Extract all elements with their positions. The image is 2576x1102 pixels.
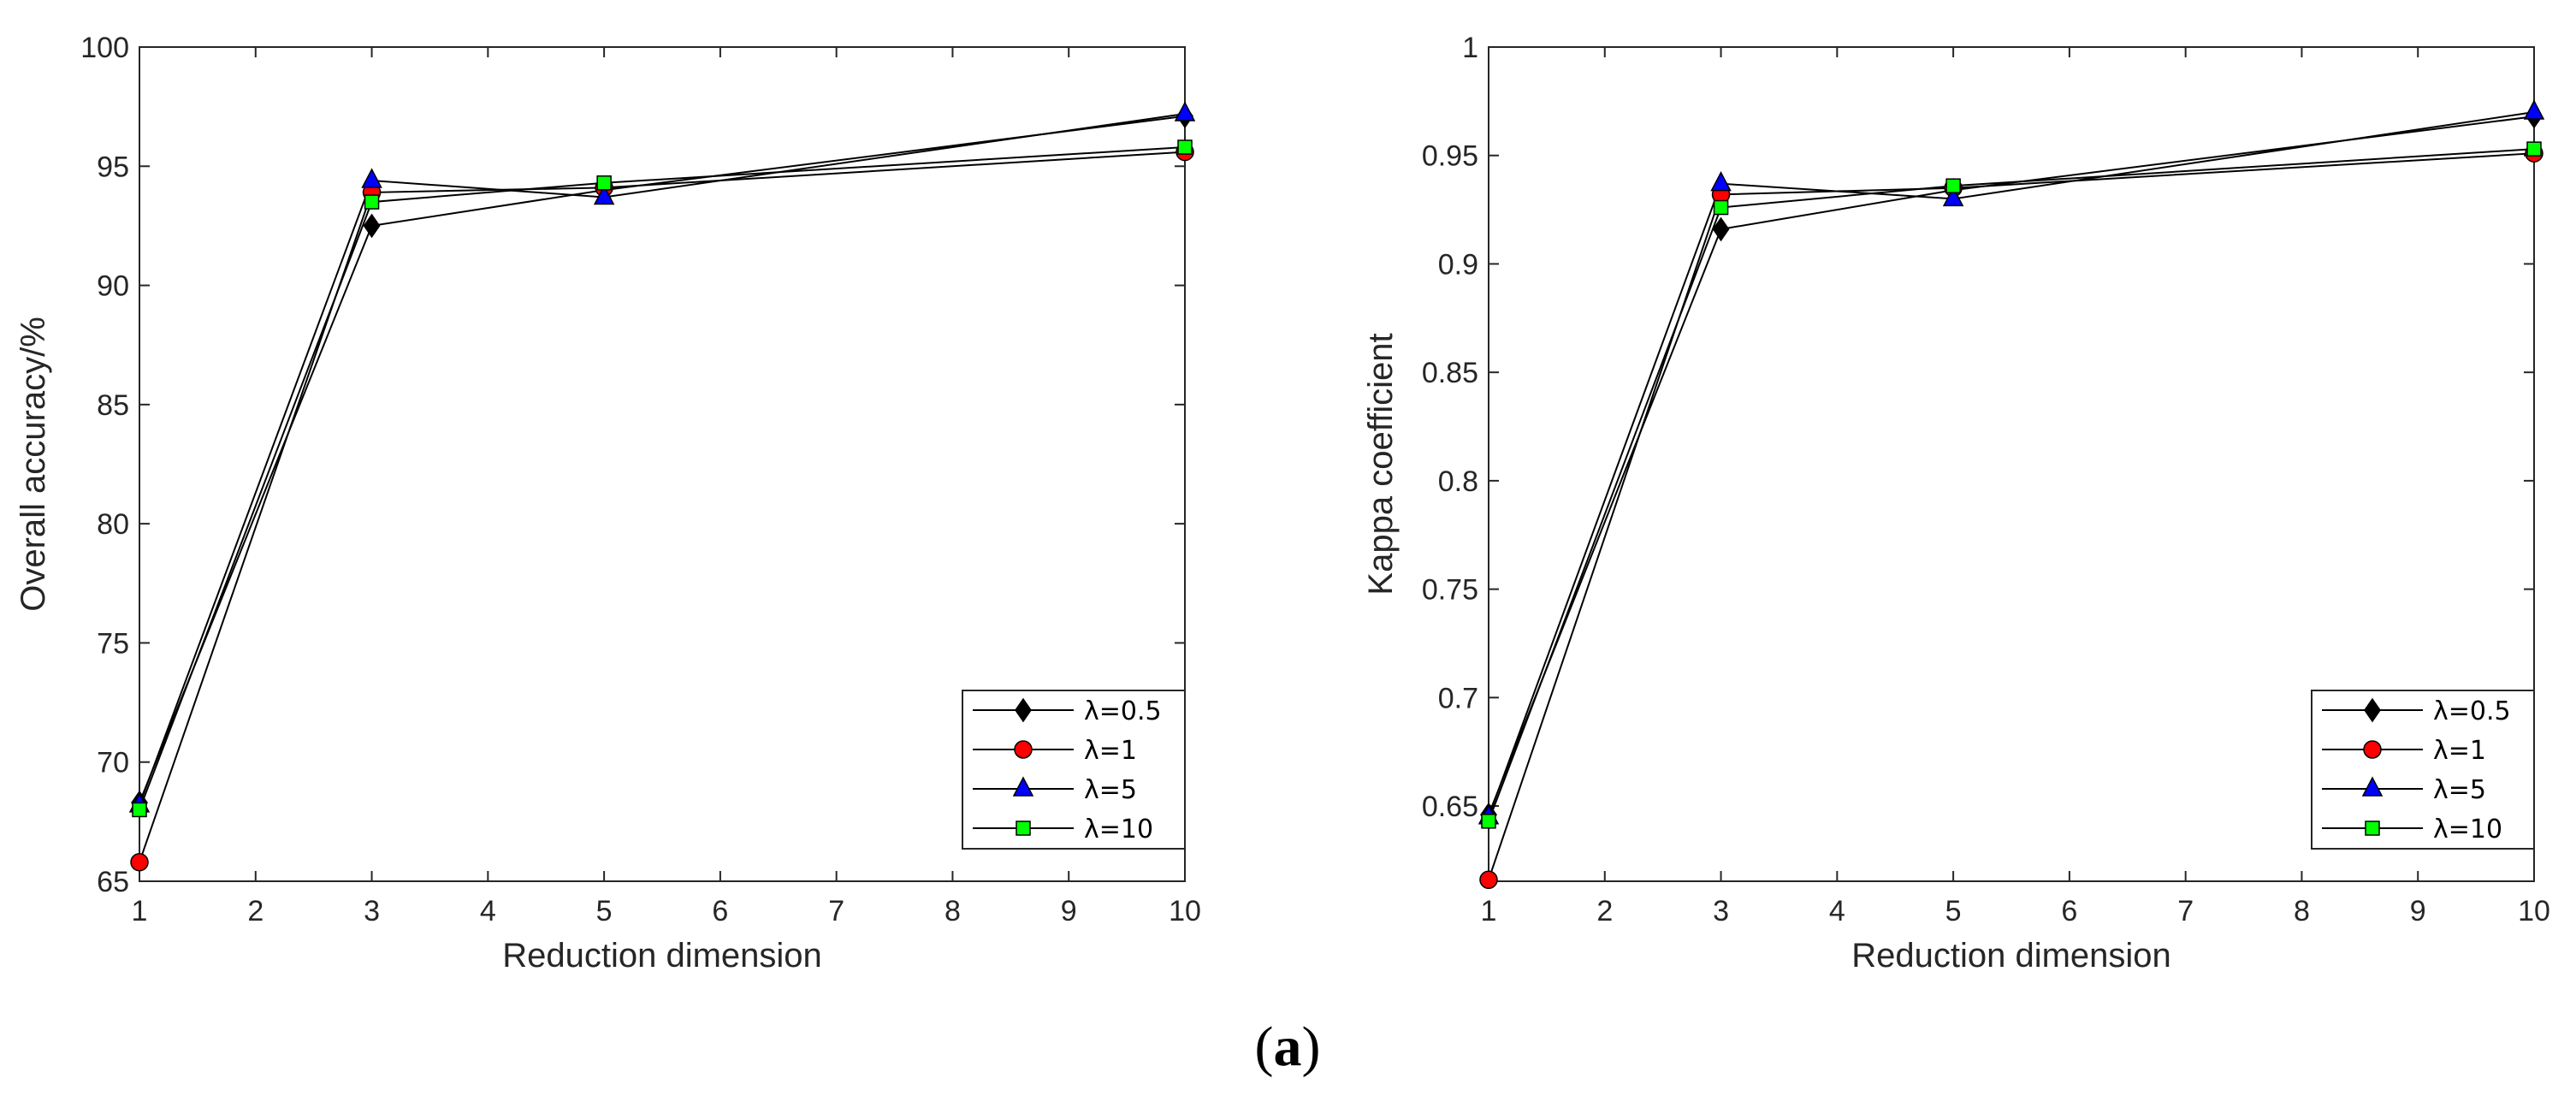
data-point-10 — [132, 802, 147, 818]
x-tick-label: 8 — [945, 895, 961, 927]
legend-marker — [2365, 821, 2380, 836]
y-tick-label: 0.65 — [1422, 791, 1478, 823]
y-tick-label: 70 — [97, 747, 129, 779]
x-tick-label: 9 — [2410, 895, 2426, 927]
data-point-0-5 — [1712, 216, 1730, 242]
y-tick-label: 90 — [97, 270, 129, 303]
data-point-10 — [1481, 814, 1496, 829]
y-tick-label: 0.7 — [1438, 682, 1478, 714]
x-tick-label: 2 — [247, 895, 264, 927]
caption-letter: a — [1274, 1016, 1302, 1078]
data-point-5 — [1174, 101, 1196, 121]
y-axis-label: Overall accuracy/% — [15, 317, 52, 612]
series-line-0-5 — [1488, 116, 2535, 815]
caption-close: ) — [1302, 1016, 1321, 1078]
data-point-10 — [596, 175, 612, 191]
y-tick-label: 80 — [97, 508, 129, 541]
legend-label: λ=10 — [1084, 815, 1153, 844]
legend-label: λ=1 — [1084, 736, 1137, 766]
x-tick-label: 2 — [1596, 895, 1613, 927]
x-tick-label: 9 — [1061, 895, 1077, 927]
chart-overall-accuracy: 1 2 3 4 5 6 7 8 9 10 65 70 75 80 85 90 95 100 Reduction di… — [15, 32, 1201, 975]
data-point-5 — [593, 184, 615, 205]
legend-marker — [2361, 776, 2384, 797]
data-point-10 — [364, 194, 380, 210]
y-tick-label: 0.95 — [1422, 140, 1478, 173]
plot-area-frame — [139, 46, 1186, 882]
plot-area-frame — [1488, 46, 2535, 882]
data-point-10 — [2526, 141, 2542, 157]
data-point-5 — [361, 168, 382, 188]
data-point-10 — [1177, 139, 1193, 155]
legend-box — [962, 690, 1186, 850]
x-tick-label: 3 — [364, 895, 380, 927]
legend-label: λ=0.5 — [2433, 696, 2511, 726]
y-tick-label: 0.75 — [1422, 574, 1478, 607]
y-tick-label: 85 — [97, 389, 129, 422]
y-tick-label: 0.8 — [1438, 465, 1478, 498]
legend-box — [2311, 690, 2535, 850]
y-tick-label: 65 — [97, 866, 129, 898]
series-line-5 — [139, 113, 1186, 806]
legend-marker — [2364, 697, 2381, 723]
y-tick-label: 75 — [97, 627, 129, 660]
x-tick-label: 10 — [2518, 895, 2550, 927]
data-point-1 — [1479, 870, 1498, 889]
series-line-1 — [139, 151, 1186, 863]
series-line-5 — [1488, 111, 2535, 818]
chart-kappa-coefficient: 1 2 3 4 5 6 7 8 9 10 0.65 0.7 0.75 0.8 0.85 0.9 0.95 1 Red… — [1362, 32, 2550, 975]
series-line-10 — [1488, 148, 2535, 822]
x-axis-label: Reduction dimension — [502, 937, 822, 975]
legend-label: λ=5 — [2433, 775, 2486, 805]
legend-marker — [2363, 740, 2382, 759]
legend-label: λ=10 — [2433, 815, 2502, 844]
x-tick-label: 7 — [828, 895, 844, 927]
series-line-10 — [139, 146, 1186, 810]
legend-marker — [1012, 776, 1034, 797]
x-tick-label: 7 — [2177, 895, 2194, 927]
figure-caption: (a) — [1255, 1016, 1321, 1078]
data-point-0-5 — [363, 213, 381, 239]
x-tick-label: 10 — [1169, 895, 1201, 927]
y-tick-label: 0.85 — [1422, 357, 1478, 389]
legend-marker — [1016, 821, 1031, 836]
data-point-5 — [2523, 99, 2545, 120]
data-point-10 — [1945, 178, 1961, 193]
data-point-1 — [130, 852, 149, 872]
x-tick-label: 6 — [712, 895, 728, 927]
x-tick-label: 8 — [2294, 895, 2310, 927]
x-tick-label: 3 — [1713, 895, 1729, 927]
series-line-0-5 — [139, 115, 1186, 803]
legend-label: λ=1 — [2433, 736, 2486, 766]
legend-label: λ=5 — [1084, 775, 1137, 805]
x-axis-label: Reduction dimension — [1851, 937, 2171, 975]
x-tick-label: 5 — [596, 895, 613, 927]
data-point-10 — [1713, 199, 1729, 216]
y-tick-label: 100 — [80, 32, 129, 64]
x-tick-label: 6 — [2061, 895, 2077, 927]
y-tick-label: 1 — [1462, 32, 1478, 64]
legend-marker — [1014, 740, 1033, 759]
x-tick-label: 4 — [1829, 895, 1845, 927]
x-tick-label: 1 — [1481, 895, 1497, 927]
legend: λ=0.5 λ=1 λ=5 λ=10 — [962, 690, 1186, 850]
legend-label: λ=0.5 — [1084, 696, 1162, 726]
x-tick-label: 1 — [132, 895, 148, 927]
data-point-5 — [1942, 186, 1964, 207]
caption-open: ( — [1255, 1016, 1274, 1078]
data-point-5 — [1710, 171, 1732, 192]
legend: λ=0.5 λ=1 λ=5 λ=10 — [2311, 690, 2535, 850]
y-tick-label: 95 — [97, 151, 129, 183]
legend-marker — [1015, 697, 1032, 723]
x-tick-label: 4 — [480, 895, 496, 927]
y-tick-label: 0.9 — [1438, 248, 1478, 281]
x-tick-label: 5 — [1945, 895, 1962, 927]
y-axis-label: Kappa coefficient — [1362, 333, 1400, 595]
